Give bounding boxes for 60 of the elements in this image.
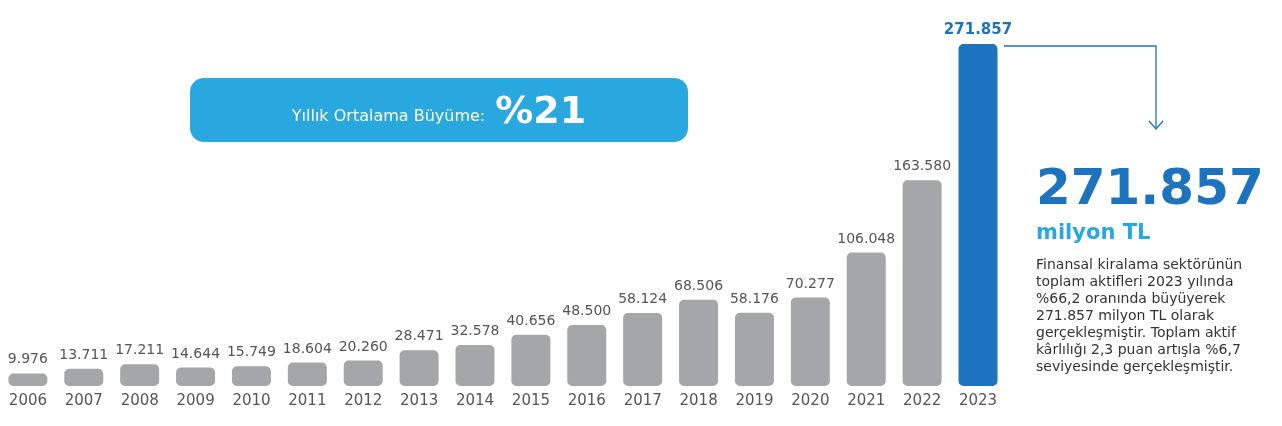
x-tick-label: 2006 xyxy=(8,390,48,409)
bar xyxy=(511,334,551,386)
data-label: 20.260 xyxy=(338,337,388,354)
x-tick-label: 2013 xyxy=(400,390,439,409)
data-label: 58.124 xyxy=(618,289,668,306)
bar xyxy=(567,324,607,386)
data-label: 28.471 xyxy=(394,327,444,344)
bar xyxy=(399,350,439,386)
annotation: Yıllık Ortalama Büyüme: xyxy=(291,105,486,125)
bar xyxy=(623,312,663,386)
data-label: 18.604 xyxy=(282,339,332,356)
data-label: 9.976 xyxy=(7,350,49,367)
x-tick-label: 2012 xyxy=(344,390,383,409)
x-tick-label: 2022 xyxy=(903,390,942,409)
bar xyxy=(455,345,495,386)
bar xyxy=(64,368,104,386)
bar xyxy=(120,364,160,386)
callout-box: Yıllık Ortalama Büyüme: %21 xyxy=(190,78,688,142)
bar xyxy=(343,360,383,386)
data-label: 48.500 xyxy=(562,301,612,318)
x-tick-label: 2021 xyxy=(847,390,886,409)
bar xyxy=(679,299,719,386)
text: 271.857 xyxy=(1036,158,1265,216)
bar xyxy=(790,297,830,386)
bar xyxy=(176,367,216,386)
x-tick-label: 2016 xyxy=(567,390,606,409)
x-tick-label: 2007 xyxy=(64,390,103,409)
bar xyxy=(902,180,942,386)
data-label: 70.277 xyxy=(785,274,835,291)
data-label: 68.506 xyxy=(674,276,724,293)
x-tick-label: 2014 xyxy=(455,390,495,409)
data-label: 106.048 xyxy=(837,229,896,246)
data-label: 15.749 xyxy=(226,343,276,360)
data-label: 17.211 xyxy=(115,341,165,358)
bar xyxy=(846,252,886,386)
bar xyxy=(287,362,327,386)
annotation: %21 xyxy=(495,88,587,132)
bar xyxy=(8,373,48,386)
text: Finansal kiralama sektörünün toplam aktifleri 2023 yılında %66,2 oranında büyüyerek 271.857 milyon TL olarak gerçekleşmiştir. Toplam aktif kârlılığı 2,3 puan artışla %6,7 seviyesinde gerçekleşmiştir. xyxy=(1036,256,1244,375)
x-tick-label: 2009 xyxy=(176,390,215,409)
data-label: 163.580 xyxy=(893,157,952,174)
bar xyxy=(734,312,774,386)
x-tick-label: 2019 xyxy=(735,390,774,409)
x-tick-label: 2018 xyxy=(679,390,718,409)
data-label: 40.656 xyxy=(506,311,556,328)
x-tick-label: 2015 xyxy=(511,390,551,409)
text: milyon TL xyxy=(1036,220,1152,244)
bar xyxy=(958,44,998,386)
x-tick-label: 2011 xyxy=(288,390,327,409)
data-label: 58.176 xyxy=(729,289,780,306)
x-tick-label: 2020 xyxy=(791,390,830,409)
data-label: 32.578 xyxy=(450,322,500,339)
bar xyxy=(231,366,271,386)
x-tick-label: 2017 xyxy=(623,390,662,409)
x-tick-label: 2023 xyxy=(958,390,998,409)
x-tick-label: 2010 xyxy=(232,390,271,409)
x-tick-label: 2008 xyxy=(120,390,159,409)
data-label: 271.857 xyxy=(943,20,1013,38)
data-label: 14.644 xyxy=(171,344,221,361)
data-label: 13.711 xyxy=(59,345,109,362)
